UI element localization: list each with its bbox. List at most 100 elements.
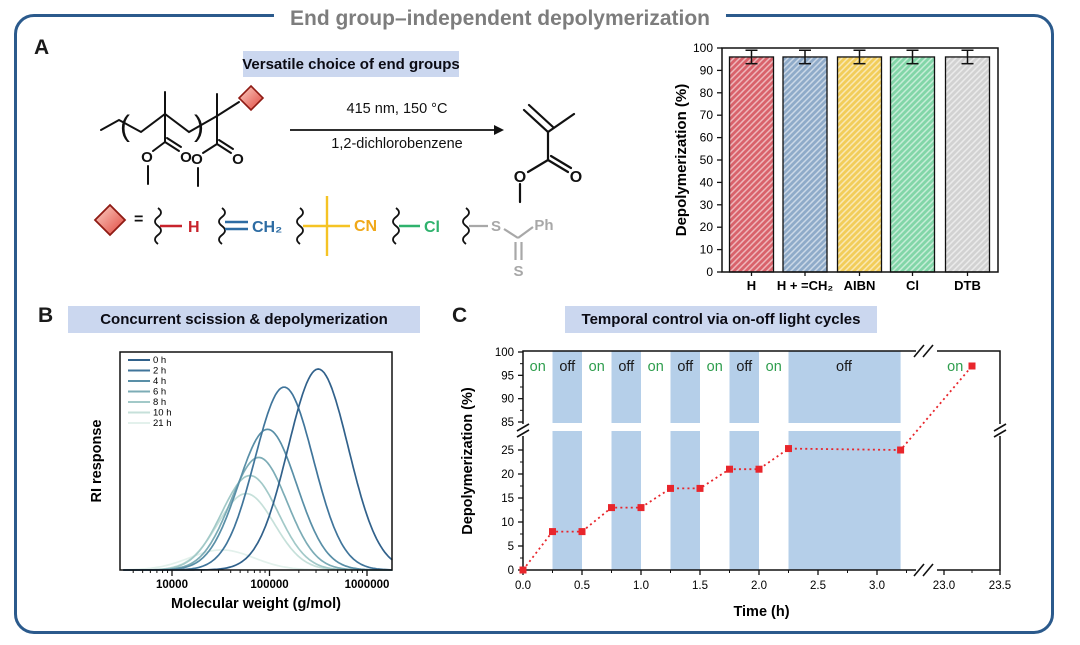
x-tick-label: 1000000 (345, 579, 390, 591)
y-axis-title: RI response (89, 420, 105, 503)
panel-b-letter: B (38, 304, 54, 327)
x-axis-title: Time (h) (733, 604, 789, 620)
y-tick-label: 20 (501, 469, 514, 481)
y-axis-title: Depolymerization (%) (673, 84, 690, 237)
y-tick-label: 0 (706, 265, 713, 279)
data-point (608, 504, 615, 512)
y-tick-label: 90 (700, 63, 714, 77)
plot-frame (119, 351, 393, 571)
legend-label: 10 h (153, 408, 172, 419)
y-tick-label: 0 (508, 565, 514, 577)
panel-a-banner: Versatile choice of end groups (242, 51, 460, 77)
end-group-cl: Cl (392, 207, 440, 245)
plot-frame (522, 350, 1001, 571)
squiggle-icon (218, 207, 226, 245)
legend: 0 h2 h4 h6 h8 h10 h21 h (128, 355, 172, 429)
legend-label: 2 h (153, 366, 166, 377)
x-tick-label: 23.5 (989, 580, 1011, 592)
x-tick-label: 2.5 (810, 580, 826, 592)
product-atom-labels: O O (514, 169, 582, 186)
sulfur-label: S (513, 263, 523, 280)
x-tick-label: 0.0 (515, 580, 531, 592)
paren-open: ( (120, 110, 130, 143)
x-category-label: H (747, 278, 756, 293)
polymer-bonds (100, 91, 240, 187)
end-group-h: H (154, 207, 200, 245)
sulfur-label: S (491, 218, 501, 235)
y-axis-title: Depolymerization (%) (460, 387, 476, 535)
legend-label: 21 h (153, 418, 172, 429)
x-axis-title: Molecular weight (g/mol) (171, 596, 341, 612)
end-group-ch2: CH₂ (218, 207, 282, 245)
pmma-polymer-structure: ( ) O O O O (100, 84, 265, 187)
phase-label-on: on (766, 359, 782, 375)
off-band (788, 351, 901, 570)
legend-label: 4 h (153, 376, 166, 387)
data-point (968, 362, 976, 370)
off-bands (552, 351, 901, 570)
y-tick-label: 25 (501, 445, 514, 457)
y-tick-label: 100 (495, 347, 514, 359)
polymer-atom-labels: ( ) O O O O (120, 110, 244, 168)
legend-diamond-icon (93, 203, 127, 237)
end-group-cn-label: CN (354, 218, 377, 235)
y-tick-label: 100 (693, 41, 713, 55)
phase-label-off: off (618, 359, 635, 375)
x-category-label: AIBN (844, 278, 876, 293)
bars (728, 49, 991, 273)
off-band (729, 351, 759, 570)
x-tick-label: 23.0 (933, 580, 955, 592)
data-point (667, 484, 674, 492)
end-group-h-label: H (188, 219, 200, 236)
oxygen-label: O (514, 169, 526, 186)
y-axis-title: Depolymerization (%) (460, 387, 476, 535)
phase-label-on: on (589, 359, 605, 375)
error-bar (853, 49, 866, 65)
x-category-label: Cl (906, 278, 919, 293)
legend-label: 6 h (153, 387, 166, 398)
panel-a-letter: A (34, 36, 50, 59)
phase-label-on: on (947, 359, 963, 375)
axis-break-marks (516, 344, 1007, 577)
x-category-label: H + =CH₂ (777, 278, 834, 293)
data-line (522, 365, 973, 571)
data-point (726, 465, 733, 473)
data-point (785, 445, 792, 453)
x-tick-label: 3.0 (869, 580, 885, 592)
mma-product-structure: O O (514, 103, 582, 204)
y-axis: 0 10 20 30 40 50 60 70 80 90 100 (693, 41, 722, 279)
reaction-conditions-bottom: 1,2-dichlorobenzene (331, 136, 463, 152)
y-tick-label: 15 (501, 493, 514, 505)
phenyl-label: Ph (534, 217, 553, 234)
error-bar (961, 49, 974, 65)
y-tick-label: 40 (700, 175, 714, 189)
phase-label-off: off (736, 359, 753, 375)
y-tick-label: 70 (700, 108, 714, 122)
x-tick-label: 10000 (156, 579, 188, 591)
data-point (755, 465, 763, 473)
data-point (897, 446, 905, 454)
gpc-curve-6h (123, 456, 393, 571)
off-band (552, 351, 582, 570)
oxygen-label: O (180, 149, 192, 166)
reaction-arrow (290, 125, 504, 135)
data-point (549, 528, 556, 536)
x-axis: 0.0 0.5 1.0 1.5 2.0 2.5 3.0 23.0 23.5 (515, 570, 1011, 592)
dtb-bonds (469, 224, 534, 260)
x-axis: H H + =CH₂ AIBN Cl DTB (747, 272, 981, 293)
phase-label-off: off (677, 359, 694, 375)
product-bonds (518, 103, 576, 204)
squiggle-icon (462, 207, 470, 245)
y-tick-label: 80 (700, 86, 714, 100)
phase-label-on: on (648, 359, 664, 375)
x-tick-label: 2.0 (751, 580, 767, 592)
x-axis-title: Molecular weight (g/mol) (171, 596, 341, 612)
panel-c-banner: Temporal control via on-off light cycles (565, 306, 877, 333)
x-tick-label: 1.0 (633, 580, 649, 592)
panel-c-letter: C (452, 304, 468, 327)
end-group-cn: CN (296, 196, 377, 256)
phase-labels: on off on off on off on off on off on (530, 359, 964, 375)
y-tick-label: 90 (501, 394, 514, 406)
x-tick-label: 1.5 (692, 580, 708, 592)
squiggle-icon (154, 207, 162, 245)
